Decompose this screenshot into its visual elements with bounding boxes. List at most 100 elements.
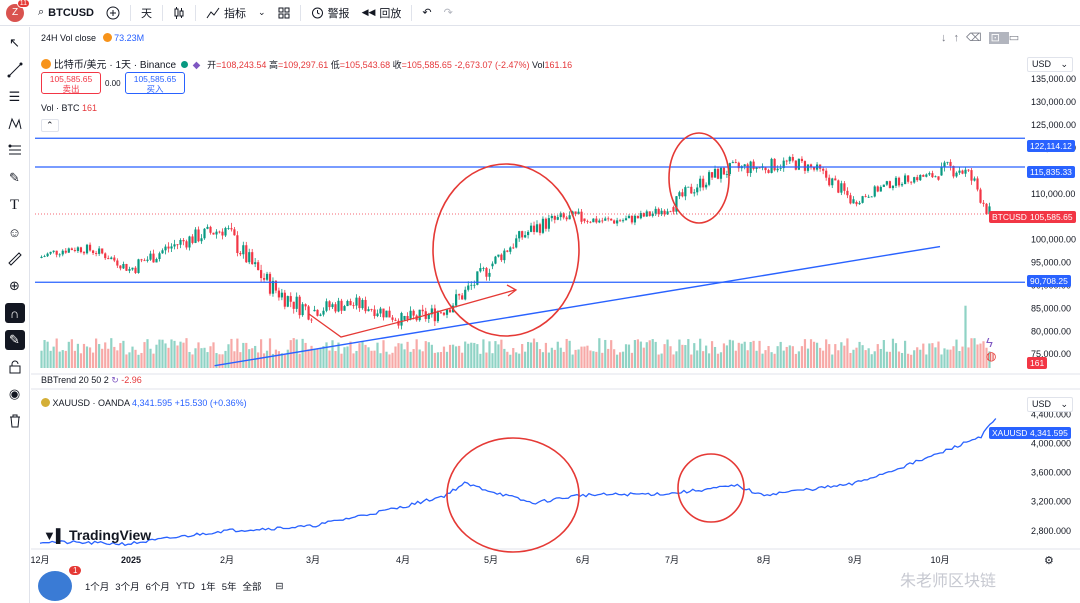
trash-icon[interactable]: ⌫	[966, 32, 989, 44]
volume-bar	[734, 350, 737, 368]
candle-body	[758, 167, 761, 169]
ruler-icon[interactable]	[5, 249, 25, 269]
cursor-icon[interactable]: ↖	[9, 35, 20, 50]
candle-body	[855, 202, 858, 205]
volume-bar	[95, 338, 98, 368]
brush-icon[interactable]: ✎	[9, 170, 20, 185]
settings-icon[interactable]: ⚙	[1044, 555, 1054, 567]
collapse-button[interactable]: ⌃	[41, 119, 59, 132]
btc-y-tick: 80,000.00	[1031, 326, 1071, 336]
candle-body	[167, 246, 170, 249]
refresh-icon[interactable]: ↻	[111, 375, 119, 385]
indicators-button[interactable]: 指标 ⌄	[200, 0, 272, 26]
volume-bar	[550, 347, 553, 368]
chart-canvas[interactable]: 75,000.0080,000.0085,000.0090,000.0095,0…	[31, 27, 1080, 603]
candle-body	[286, 296, 289, 307]
volume-bar	[485, 352, 488, 368]
volume-bar	[705, 345, 708, 368]
lightning-icon[interactable]: ϟ	[986, 335, 993, 350]
undo-button[interactable]: ↶	[416, 0, 437, 26]
candle-body	[583, 218, 586, 222]
volume-bar	[271, 353, 275, 368]
range-1m[interactable]: 1个月	[85, 582, 110, 593]
volume-bar	[245, 342, 248, 368]
trendline-tool-icon[interactable]	[5, 60, 25, 80]
trash-icon[interactable]	[5, 411, 25, 431]
volume-bar	[873, 351, 876, 368]
arrow-down-icon[interactable]: ↓	[941, 32, 954, 44]
x-tick: 2025	[121, 555, 141, 565]
currency-select[interactable]: USD ⌄	[1027, 57, 1073, 72]
volume-bar	[512, 348, 515, 368]
candle-body	[828, 177, 831, 186]
assistant-badge: 1	[69, 566, 82, 575]
chart-area[interactable]: 75,000.0080,000.0085,000.0090,000.0095,0…	[31, 27, 1080, 603]
candle-body	[610, 218, 613, 221]
date-range-icon[interactable]: ⊟	[275, 580, 284, 592]
candle-body	[271, 280, 275, 294]
volume-bar	[233, 351, 236, 368]
flag-icon[interactable]: ◍	[986, 349, 997, 363]
text-tool-icon[interactable]: T	[9, 196, 20, 213]
volume-bar	[358, 343, 361, 368]
horizontal-lines-icon[interactable]: ☰	[8, 89, 21, 104]
tradingview-logo[interactable]: ▼▌ TradingView	[43, 527, 151, 543]
gold-currency-select[interactable]: USD ⌄	[1027, 397, 1073, 412]
eye-icon[interactable]: ◉	[8, 386, 21, 401]
volume-bar	[385, 351, 388, 368]
fullscreen-icon[interactable]: ▭	[1008, 32, 1027, 44]
assistant-bird-icon[interactable]	[38, 571, 72, 601]
candle-body	[577, 211, 580, 215]
candle-body	[913, 177, 916, 183]
divider	[195, 4, 197, 21]
volume-bar	[482, 339, 485, 368]
fib-tool-icon[interactable]	[5, 141, 25, 161]
buy-button[interactable]: 105,585.65 买入	[125, 72, 185, 94]
tv-logo-text: TradingView	[68, 527, 152, 543]
candle-body	[870, 196, 873, 198]
alert-button[interactable]: 警报	[305, 0, 356, 26]
redo-button[interactable]: ↷	[438, 0, 459, 26]
volume-bar	[224, 350, 227, 368]
candle-body	[209, 226, 212, 233]
candle-body	[559, 213, 562, 218]
pattern-tool-icon[interactable]	[5, 114, 25, 134]
hline-tag-3-text: 90,708.25	[1030, 276, 1068, 286]
candle-body	[458, 294, 461, 296]
interval-button[interactable]: 天	[135, 0, 158, 26]
candle-body	[526, 231, 530, 236]
chart-type-button[interactable]	[167, 0, 191, 26]
range-ytd[interactable]: YTD	[175, 580, 195, 592]
candle-body	[791, 157, 794, 161]
arrow-up-icon[interactable]: ↑	[953, 32, 966, 44]
emoji-icon[interactable]: ☺	[7, 224, 22, 240]
symbol-search[interactable]: ⌕ BTCUSD	[32, 0, 100, 26]
candle-body	[388, 310, 391, 318]
sell-button[interactable]: 105,585.65 卖出	[41, 72, 101, 94]
volume-bar	[797, 351, 800, 368]
range-6m[interactable]: 6个月	[145, 582, 170, 593]
candle-body	[648, 211, 651, 216]
replay-button[interactable]: ◀◀ 回放	[356, 0, 408, 26]
pane-controls[interactable]: ↓↑⌫ ⊡ ▭	[941, 31, 1026, 44]
zoom-in-icon[interactable]: ⊕	[9, 278, 20, 293]
maximize-icon[interactable]: ⊡	[988, 32, 1009, 44]
range-all[interactable]: 全部	[242, 582, 262, 593]
pencil-lock-icon[interactable]: ✎	[4, 330, 25, 350]
add-symbol-button[interactable]	[100, 0, 126, 26]
drawing-toolbar: ↖ ☰ ✎ T ☺ ⊕ ∩ ✎ ◉	[0, 27, 30, 603]
range-3m[interactable]: 3个月	[115, 582, 140, 593]
user-avatar[interactable]: Z 11	[6, 0, 30, 22]
volume-bar	[70, 339, 73, 368]
candle-body	[506, 250, 509, 252]
volume-bar	[806, 348, 810, 368]
lock-icon[interactable]	[5, 357, 25, 377]
candle-body	[376, 313, 379, 317]
candle-body	[888, 181, 892, 189]
magnet-icon[interactable]: ∩	[4, 303, 25, 323]
volume-bar	[331, 340, 334, 368]
layout-button[interactable]	[272, 0, 296, 26]
range-1y[interactable]: 1年	[200, 582, 216, 593]
candle-body	[509, 247, 512, 252]
range-5y[interactable]: 5年	[221, 582, 237, 593]
